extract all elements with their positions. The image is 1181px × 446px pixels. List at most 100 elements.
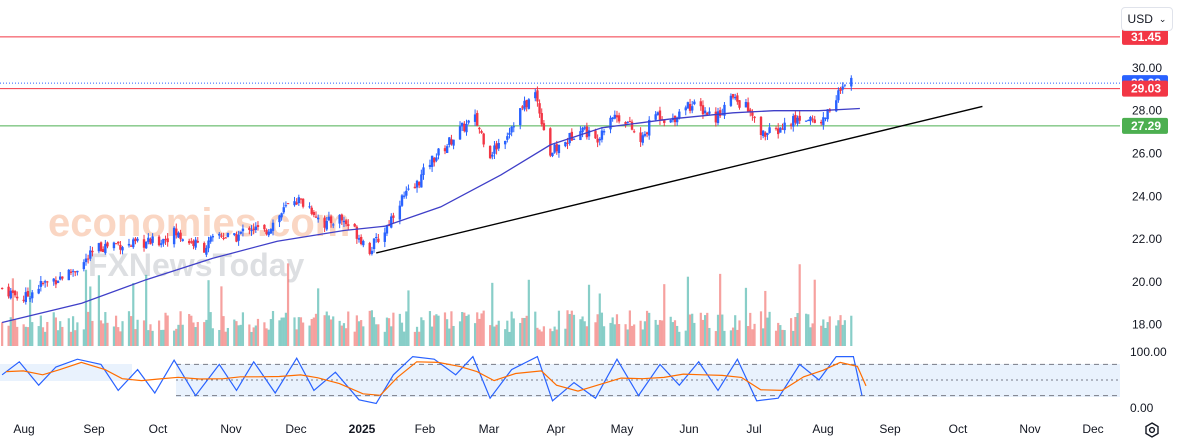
volume-bar (104, 312, 107, 346)
volume-bar (329, 319, 333, 346)
volume-bar (448, 328, 451, 346)
candle-body (101, 249, 105, 253)
candle-body (269, 229, 273, 234)
candle-body (549, 128, 552, 156)
volume-bar (643, 321, 647, 346)
volume-bar (746, 326, 750, 346)
candle-body (157, 236, 161, 246)
candle-body (611, 117, 614, 120)
volume-bar (340, 325, 343, 346)
candle-body (417, 182, 421, 186)
candle-body (841, 86, 844, 90)
candle-body (435, 157, 438, 161)
candle-body (295, 202, 298, 205)
volume-bar (736, 329, 739, 346)
candle-body (809, 116, 812, 122)
candle-body (422, 167, 425, 175)
volume-bar (630, 325, 634, 346)
volume-bar (749, 312, 752, 346)
volume-bar (587, 284, 591, 346)
volume-bar (759, 311, 763, 346)
volume-bar (751, 329, 754, 346)
volume-bar (549, 328, 552, 346)
volume-bar (572, 314, 576, 346)
volume-bar (570, 310, 573, 346)
candle-body (508, 132, 511, 135)
candle-body (766, 132, 769, 135)
volume-bar (241, 312, 245, 346)
volume-bar (729, 330, 733, 346)
volume-bar (688, 314, 692, 346)
price-tag-3 (1122, 117, 1168, 134)
volume-bar (61, 326, 64, 346)
candle-body (420, 174, 423, 188)
candle-body (736, 95, 739, 102)
volume-bar (433, 315, 436, 346)
candle-body (708, 111, 711, 114)
volume-bar (415, 326, 419, 346)
candle-body (493, 145, 496, 154)
candle-body (241, 228, 245, 232)
volume-bar (452, 325, 455, 346)
volume-bar (233, 319, 236, 346)
osc-tick-label: 0.00 (1130, 401, 1154, 415)
volume-bar (598, 293, 601, 346)
volume-bar (102, 323, 105, 346)
volume-bar (407, 290, 410, 346)
candle-body (632, 131, 636, 133)
candle-body (162, 238, 165, 244)
time-axis[interactable]: Aug Sep Oct Nov Dec 2025 Feb Mar Apr May Jun Jul Aug… (13, 422, 1103, 436)
volume-bar (265, 328, 268, 346)
candle-body (669, 120, 672, 123)
candle-body (448, 137, 451, 145)
currency-selector[interactable]: USD ⌄ (1121, 7, 1173, 31)
volume-bar (794, 316, 797, 346)
candle-body (233, 233, 236, 235)
volume-bar (44, 331, 47, 346)
volume-bar (639, 320, 642, 346)
volume-bar (24, 326, 27, 346)
candle-body (392, 215, 395, 218)
candle-body (826, 109, 829, 120)
candle-body (594, 130, 597, 139)
volume-bar (267, 329, 270, 346)
currency-label: USD (1127, 12, 1153, 26)
candle-body (536, 90, 539, 102)
volume-bar (132, 283, 135, 346)
candle-body (482, 133, 485, 145)
candle-body (147, 237, 150, 242)
candle-body (377, 238, 380, 242)
trendline[interactable] (376, 105, 983, 254)
volume-bar (224, 331, 227, 346)
volume-bar (327, 315, 331, 346)
volume-bar (362, 326, 365, 346)
candle-body (316, 217, 320, 220)
price-tag-label: 27.29 (1131, 119, 1161, 133)
candle-body (325, 220, 328, 230)
candle-body (194, 239, 197, 248)
candle-body (54, 280, 58, 285)
volume-bar (613, 324, 616, 346)
time-tick-label: Apr (547, 422, 566, 436)
settings-gear-icon[interactable] (1143, 421, 1161, 439)
candle-body (218, 233, 221, 236)
candle-body (566, 142, 569, 144)
candle-body (761, 130, 765, 137)
candle-body (813, 119, 816, 123)
price-tag-0 (1122, 28, 1168, 45)
volume-bar (145, 274, 148, 346)
volume-bar (280, 317, 283, 346)
candle-body (86, 258, 90, 260)
volume-bar (618, 324, 621, 346)
volume-bar (542, 326, 545, 346)
price-tag-2 (1122, 80, 1168, 97)
candle-body (405, 190, 408, 196)
volume-bar (491, 282, 494, 346)
candle-body (749, 109, 752, 113)
volume-bar (719, 273, 722, 346)
volume-bar (271, 311, 275, 346)
candle-body (134, 238, 137, 242)
volume-bar (527, 279, 530, 346)
